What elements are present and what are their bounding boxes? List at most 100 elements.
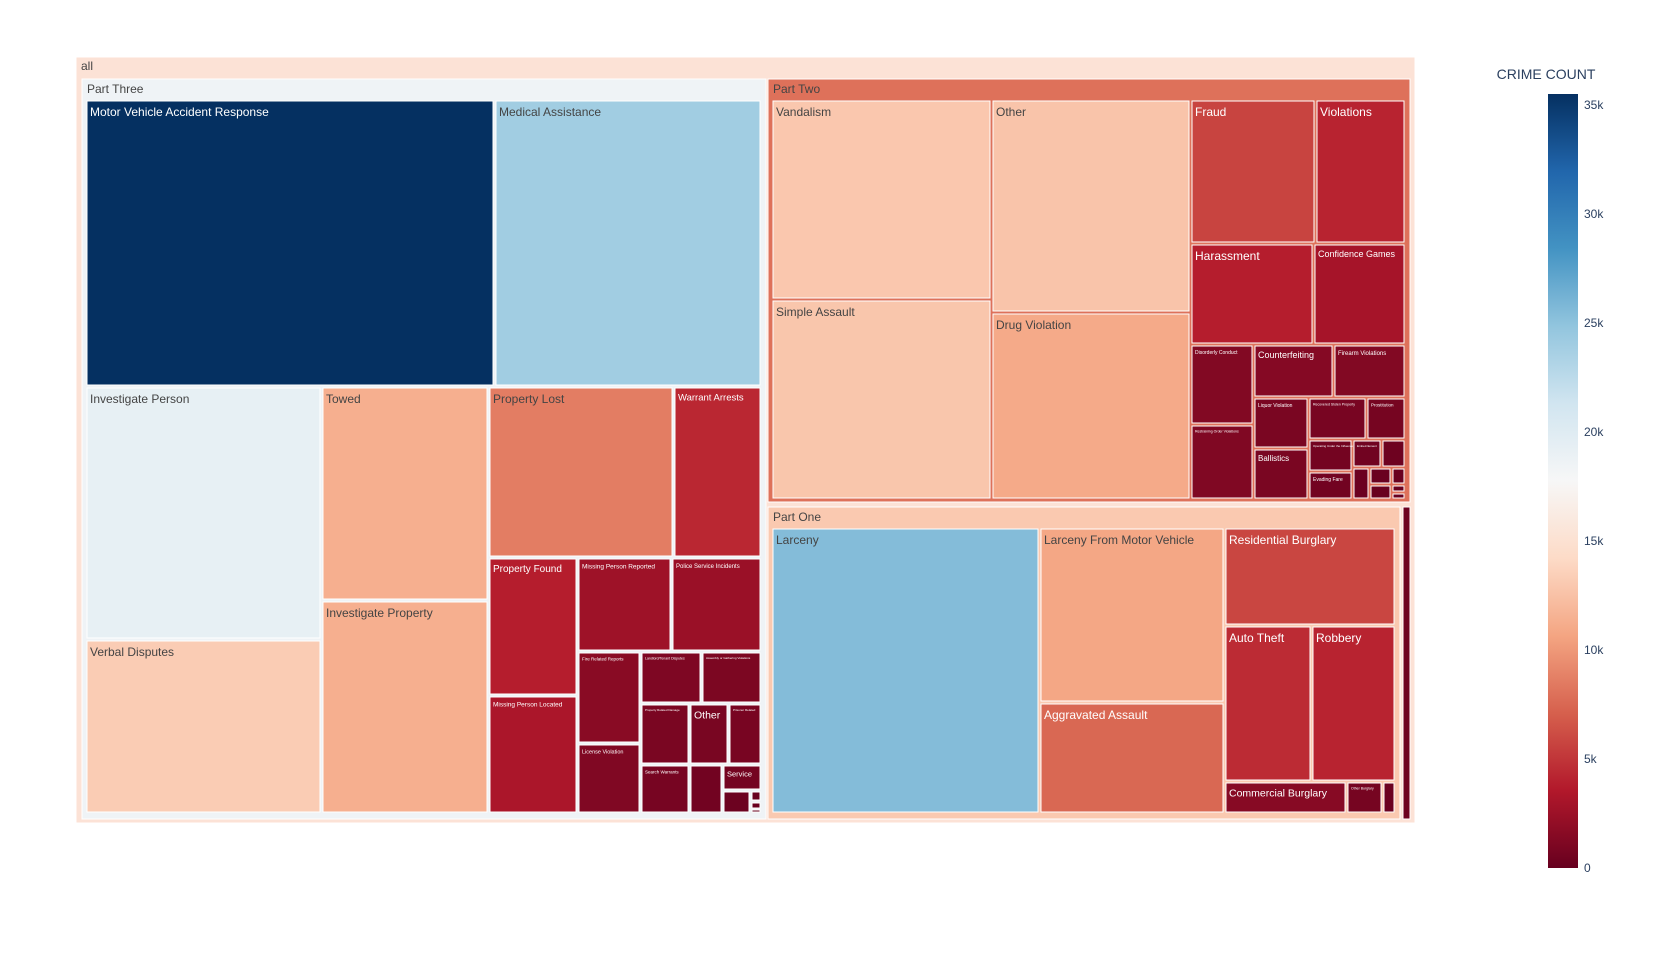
treemap-tile-prisoner-related-0-17[interactable]: Prisoner Related: 800	[729, 704, 761, 764]
treemap-tile-towed-0-4[interactable]: Towed: 11300	[322, 387, 488, 600]
colorbar-tick-label: 30k	[1584, 207, 1604, 221]
treemap-tile-fraud-1-4-label: Fraud	[1195, 105, 1226, 119]
treemap-tile-aggravated-assault-2-2[interactable]: Aggravated Assault: 7500	[1040, 703, 1224, 813]
treemap-tile-license-violation-0-18[interactable]: License Violation: 1200	[578, 744, 640, 813]
treemap-tile-ballistics-1-15-label: Ballistics	[1258, 454, 1289, 463]
treemap-tile-restraining-order-violations-1-11[interactable]: Restraining Order Violations: 1200	[1191, 425, 1253, 499]
colorbar-tick-label: 15k	[1584, 534, 1604, 548]
treemap-group-part-three-label: Part Three	[87, 82, 144, 96]
treemap-tile-tile-0-23[interactable]	[751, 791, 761, 801]
treemap-tile-tile-0-24[interactable]	[751, 802, 761, 809]
treemap-tile-search-warrants-0-19[interactable]: Search Warrants: 750	[641, 765, 689, 813]
treemap-tile-simple-assault-1-1[interactable]: Simple Assault: 12800	[772, 300, 991, 499]
treemap-tile-license-violation-0-18-label: License Violation	[582, 750, 623, 756]
colorbar-tick-label: 0	[1584, 861, 1591, 875]
treemap-tile-robbery-2-5-label: Robbery	[1316, 631, 1361, 645]
treemap-tile-property-found-0-8[interactable]: Property Found: 3800	[489, 558, 577, 695]
treemap-tile-service-0-21-label: Service	[727, 770, 752, 779]
colorbar-tick-label: 10k	[1584, 643, 1604, 657]
treemap-tile-counterfeiting-1-9[interactable]: Counterfeiting: 1400	[1254, 345, 1333, 397]
treemap-tile-residential-burglary-2-3-label: Residential Burglary	[1229, 533, 1336, 547]
treemap-tile-police-service-incidents-0-10[interactable]: Police Service Incidents: 2400	[672, 558, 761, 651]
colorbar-tick-label: 35k	[1584, 98, 1604, 112]
treemap-tile-tile-0-22[interactable]	[723, 791, 750, 813]
treemap-tile-embezzlement-1-17[interactable]: Embezzlement: 450	[1353, 440, 1381, 467]
treemap-tile-other-burglary-2-7-label: Other Burglary	[1351, 787, 1374, 791]
treemap-tile-verbal-disputes-0-3[interactable]: Verbal Disputes: 13200	[86, 640, 321, 813]
treemap-tile-other-1-2[interactable]: Other: 12700	[992, 100, 1190, 312]
treemap-tile-fraud-1-4[interactable]: Fraud: 5700	[1191, 100, 1315, 243]
treemap-tile-auto-theft-2-4-label: Auto Theft	[1229, 631, 1285, 645]
treemap-tile-drug-violation-1-3-label: Drug Violation	[996, 318, 1071, 332]
colorbar-gradient	[1548, 94, 1578, 868]
treemap-tile-robbery-2-5[interactable]: Robbery: 4100	[1312, 626, 1395, 781]
treemap-tile-prisoner-related-0-17-label: Prisoner Related	[733, 708, 756, 712]
treemap-tile-liquor-violation-1-12-label: Liquor Violation	[1258, 403, 1293, 409]
treemap-tile-disorderly-conduct-1-8[interactable]: Disorderly Conduct: 1300	[1191, 345, 1253, 424]
treemap-tile-warrant-arrests-0-7[interactable]: Warrant Arrests: 4300	[674, 387, 761, 557]
treemap-tile-operating-under-the-influence-1-16-label: Operating Under the Influence	[1313, 444, 1354, 448]
treemap-tile-tile-2-9[interactable]	[1402, 506, 1411, 820]
treemap-tile-larceny-from-motor-vehicle-2-1[interactable]: Larceny From Motor Vehicle: 10800	[1040, 528, 1224, 702]
treemap-tile-tile-1-21[interactable]	[1370, 468, 1391, 484]
treemap-tile-motor-vehicle-accident-response-0-0-label: Motor Vehicle Accident Response	[90, 105, 269, 119]
treemap-tile-larceny-from-motor-vehicle-2-1-label: Larceny From Motor Vehicle	[1044, 533, 1194, 547]
treemap-tile-tile-1-24[interactable]	[1392, 485, 1405, 492]
treemap-tile-operating-under-the-influence-1-16[interactable]: Operating Under the Influence: 600	[1309, 440, 1352, 471]
treemap-tile-investigate-property-0-5-label: Investigate Property	[326, 606, 433, 620]
treemap-tile-other-0-16[interactable]: Other: 850	[690, 704, 728, 764]
colorbar: CRIME COUNT 0 5k 10k 15k 20k 25k 30k 35k	[1497, 66, 1605, 875]
colorbar-tick-label: 20k	[1584, 425, 1604, 439]
treemap-tile-violations-1-5[interactable]: Violations: 4100	[1316, 100, 1405, 243]
treemap-tile-prostitution-1-14-label: Prostitution	[1371, 403, 1394, 408]
treemap-tile-tile-2-8[interactable]	[1383, 782, 1395, 813]
treemap-tile-disorderly-conduct-1-8-label: Disorderly Conduct	[1195, 350, 1238, 356]
treemap-tile-larceny-2-0[interactable]: Larceny: 25500	[772, 528, 1039, 813]
treemap-tile-auto-theft-2-4[interactable]: Auto Theft: 4500	[1225, 626, 1311, 781]
treemap-tile-tile-0-20[interactable]	[690, 765, 722, 813]
treemap-tile-investigate-person-0-2[interactable]: Investigate Person: 19200	[86, 387, 321, 639]
treemap-tile-firearm-violations-1-10-label: Firearm Violations	[1338, 351, 1386, 357]
treemap-tile-tile-1-23[interactable]	[1370, 485, 1391, 499]
treemap-tile-medical-assistance-0-1[interactable]: Medical Assistance: 24000	[495, 100, 761, 386]
treemap-tile-harassment-1-6[interactable]: Harassment: 3800	[1191, 244, 1313, 344]
treemap-tile-tile-1-25[interactable]	[1392, 493, 1405, 499]
treemap-tile-harassment-1-6-label: Harassment	[1195, 249, 1260, 263]
treemap-tile-missing-person-located-0-11[interactable]: Missing Person Located: 3200	[489, 696, 577, 813]
treemap-tile-motor-vehicle-accident-response-0-0[interactable]: Motor Vehicle Accident Response: 35500	[86, 100, 494, 386]
treemap-tile-commercial-burglary-2-6-label: Commercial Burglary	[1229, 788, 1328, 800]
treemap-tile-prostitution-1-14[interactable]: Prostitution: 700	[1367, 398, 1405, 439]
treemap-tile-vandalism-1-0[interactable]: Vandalism: 12900	[772, 100, 991, 299]
treemap-tile-residential-burglary-2-3[interactable]: Residential Burglary: 5800	[1225, 528, 1395, 625]
treemap-tile-embezzlement-1-17-label: Embezzlement	[1357, 444, 1377, 448]
treemap-tile-property-lost-0-6[interactable]: Property Lost: 8600	[489, 387, 673, 557]
treemap-tile-ballistics-1-15[interactable]: Ballistics: 900	[1254, 449, 1308, 499]
treemap-tile-liquor-violation-1-12[interactable]: Liquor Violation: 900	[1254, 398, 1308, 448]
treemap-tile-commercial-burglary-2-6[interactable]: Commercial Burglary: 1500	[1225, 782, 1346, 813]
treemap-tile-confidence-games-1-7[interactable]: Confidence Games: 3000	[1314, 244, 1405, 344]
treemap-tile-missing-person-reported-0-9[interactable]: Missing Person Reported: 2600	[578, 558, 671, 651]
treemap-tile-property-related-damage-0-15[interactable]: Property Related Damage: 900	[641, 704, 689, 764]
treemap-tile-warrant-arrests-0-7-label: Warrant Arrests	[678, 393, 744, 404]
treemap-tile-fire-related-reports-0-12[interactable]: Fire Related Reports: 1600	[578, 652, 640, 743]
treemap-tile-recovered-stolen-property-1-13[interactable]: Recovered Stolen Property: 800	[1309, 398, 1366, 439]
treemap-tile-assembly-or-gathering-violations-0-14[interactable]: Assembly or Gathering Violations: 1000	[702, 652, 761, 703]
treemap-tile-other-burglary-2-7[interactable]: Other Burglary: 700	[1347, 782, 1382, 813]
treemap-tile-landlord-tenant-disputes-0-13[interactable]: Landlord/Tenant Disputes: 1100	[641, 652, 701, 703]
treemap-tile-tile-1-22[interactable]	[1392, 468, 1405, 484]
treemap-tile-tile-1-20[interactable]	[1353, 468, 1369, 499]
treemap-tile-tile-0-25[interactable]	[751, 809, 761, 813]
colorbar-title: CRIME COUNT	[1497, 66, 1596, 82]
treemap-tile-tile-1-18[interactable]	[1382, 440, 1405, 467]
treemap-group-part-one-label: Part One	[773, 510, 821, 524]
treemap-tile-verbal-disputes-0-3-label: Verbal Disputes	[90, 645, 174, 659]
treemap-tile-evading-fare-1-19[interactable]: Evading Fare: 500	[1309, 472, 1352, 499]
treemap-root-label: all	[81, 59, 93, 73]
treemap-tile-confidence-games-1-7-label: Confidence Games	[1318, 249, 1396, 259]
colorbar-tick-label: 25k	[1584, 316, 1604, 330]
treemap-tile-service-0-21[interactable]: Service: 600	[723, 765, 761, 790]
treemap-tile-drug-violation-1-3[interactable]: Drug Violation: 11000	[992, 313, 1190, 499]
treemap-tile-investigate-property-0-5[interactable]: Investigate Property: 11300	[322, 601, 488, 813]
treemap-tile-firearm-violations-1-10[interactable]: Firearm Violations: 1300	[1334, 345, 1405, 397]
